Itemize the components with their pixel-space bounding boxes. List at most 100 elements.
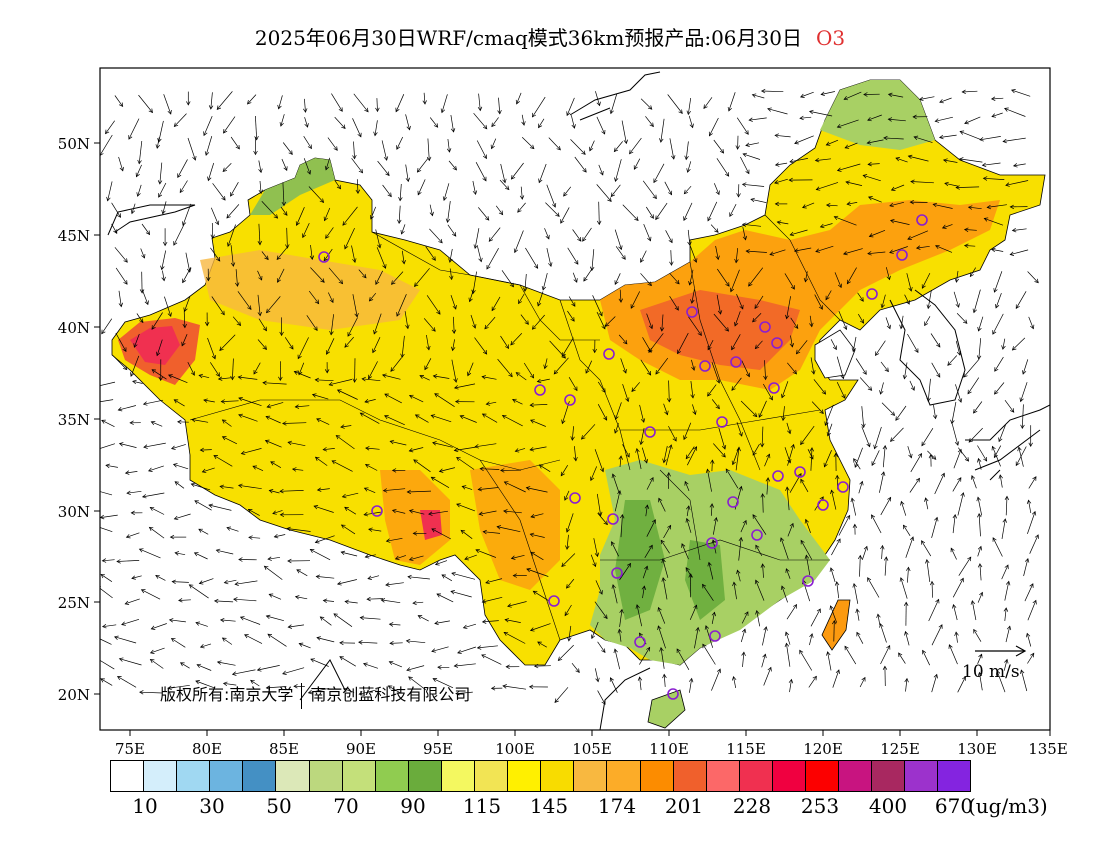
wind-arrow (686, 518, 692, 533)
wind-arrow (199, 374, 210, 379)
wind-arrow (216, 91, 233, 110)
wind-arrow (953, 291, 960, 308)
wind-arrow-head (695, 626, 700, 632)
wind-arrow (327, 292, 334, 303)
wind-arrow-head (512, 573, 517, 578)
wind-arrow (934, 473, 945, 495)
wind-arrow-head (291, 467, 297, 472)
wind-arrow (426, 334, 430, 350)
wind-arrow-head (247, 509, 253, 513)
wind-arrow-head (618, 455, 623, 460)
wind-arrow-head (342, 221, 347, 226)
wind-arrow (824, 404, 834, 426)
wind-arrow (100, 638, 112, 645)
wind-arrow (786, 422, 791, 434)
city-marker (667, 688, 679, 700)
wind-arrow (310, 267, 325, 283)
wind-arrow (881, 402, 895, 416)
wind-arrow (351, 245, 356, 263)
wind-arrow-head (555, 212, 560, 217)
wind-arrow (218, 377, 232, 380)
wind-arrow (1002, 338, 1006, 350)
wind-arrow-head (755, 544, 760, 550)
wind-arrow (282, 142, 293, 155)
wind-arrow-head (752, 514, 757, 519)
wind-arrow (114, 247, 128, 263)
wind-arrow-head (333, 613, 338, 618)
wind-arrow-head (809, 633, 814, 638)
wind-arrow (830, 339, 837, 350)
wind-arrow (784, 273, 795, 290)
wind-arrow (881, 294, 886, 308)
wind-arrow (687, 97, 692, 115)
wind-arrow-head (256, 667, 262, 672)
wind-arrow-head (325, 234, 330, 239)
title-variable: O3 (815, 26, 846, 50)
wind-arrow-head (760, 88, 766, 94)
wind-arrow-head (262, 326, 267, 332)
wind-arrow (598, 164, 604, 176)
wind-arrow (503, 631, 526, 644)
wind-arrow (734, 311, 741, 327)
wind-arrow-head (589, 146, 594, 152)
wind-arrow-head (428, 511, 433, 516)
wind-arrow-head (750, 197, 755, 203)
wind-arrow-head (482, 124, 488, 130)
wind-arrow (574, 446, 577, 461)
wind-arrow (935, 116, 953, 122)
wind-arrow (713, 443, 726, 458)
wind-arrow (1015, 291, 1027, 309)
wind-arrow-head (582, 237, 587, 242)
wind-arrow-head (614, 177, 619, 183)
wind-arrow (909, 380, 915, 391)
wind-arrow-head (324, 369, 330, 374)
wind-arrow-head (685, 567, 690, 572)
wind-arrow (545, 202, 560, 217)
wind-arrow-head (643, 458, 649, 464)
wind-arrow-head (866, 140, 872, 145)
wind-arrow-head (825, 141, 831, 146)
wind-arrow-head (276, 278, 282, 283)
wind-arrow-head (100, 678, 105, 683)
wind-arrow (507, 601, 527, 607)
wind-arrow (431, 476, 450, 489)
wind-arrow (947, 355, 958, 366)
wind-arrow-head (190, 371, 195, 376)
wind-arrow (343, 688, 355, 693)
wind-arrow-head (265, 685, 271, 690)
wind-arrow (467, 362, 474, 376)
wind-arrow-head (431, 528, 436, 533)
wind-arrow-head (216, 256, 221, 262)
wind-arrow (780, 537, 789, 560)
wind-arrow (474, 228, 480, 249)
wind-arrow (570, 115, 575, 129)
wind-arrow (478, 207, 490, 221)
wind-arrow-head (560, 219, 565, 224)
wind-arrow (594, 668, 599, 682)
wind-arrow-head (935, 244, 940, 250)
wind-arrow-head (789, 231, 795, 237)
wind-arrow-head (957, 448, 962, 454)
wind-arrow (1001, 518, 1006, 539)
wind-arrow (883, 137, 904, 140)
wind-arrow-head (118, 102, 124, 107)
wind-arrow (486, 248, 499, 270)
wind-arrow-head (977, 512, 982, 518)
wind-arrow-head (181, 341, 186, 347)
city-marker (548, 595, 560, 607)
wind-arrow (691, 289, 695, 304)
wind-arrow-head (329, 330, 334, 336)
wind-arrow (448, 160, 457, 171)
wind-arrow-head (244, 634, 249, 639)
wind-arrow (621, 120, 627, 144)
wind-arrow (595, 580, 603, 595)
wind-arrow-head (599, 170, 604, 176)
wind-arrow (836, 356, 844, 379)
wind-arrow (844, 142, 858, 149)
wind-arrow (101, 419, 115, 428)
wind-arrow (272, 510, 283, 514)
wind-arrow (553, 357, 569, 375)
wind-arrow (596, 116, 606, 135)
wind-arrow (1027, 511, 1036, 535)
wind-arrow-head (681, 543, 686, 548)
